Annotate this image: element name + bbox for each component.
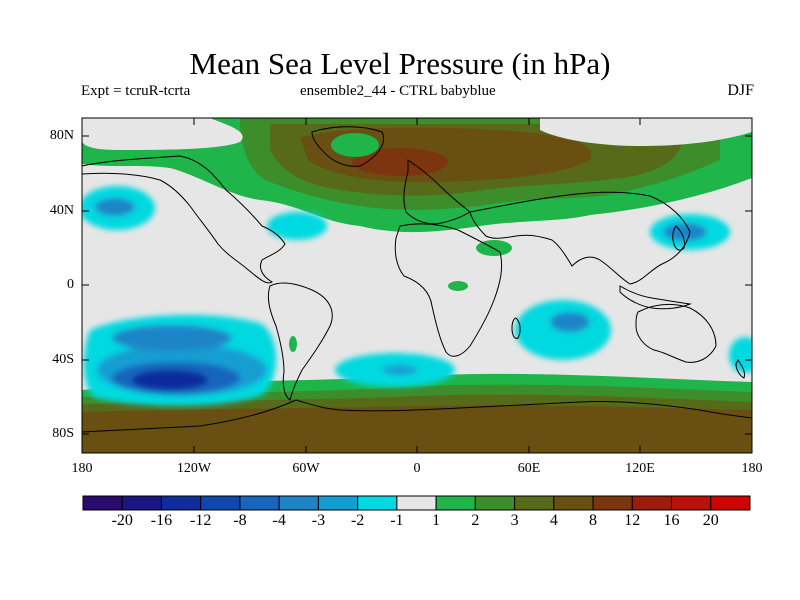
colorbar-swatch: [82, 495, 123, 511]
equatorial-atlantic-patch: [448, 281, 468, 291]
lon-label-180w: 180: [71, 461, 93, 476]
map-title: Mean Sea Level Pressure (in hPa): [189, 46, 611, 81]
greenland-coast: [311, 126, 384, 167]
colorbar-swatch: [514, 495, 555, 511]
colorbar-label: -12: [190, 512, 212, 529]
lon-label-120w: 120W: [176, 461, 212, 476]
south-america-coast: [267, 282, 333, 401]
south-pacific-low-5: [132, 370, 208, 390]
ensemble-label: ensemble2_44 - CTRL babyblue: [300, 83, 496, 99]
experiment-label: Expt = tcruR-tcrta: [81, 83, 191, 99]
antarctic-core: [82, 405, 752, 453]
colorbar-swatch: [631, 495, 673, 511]
lat-ticks: [82, 135, 752, 435]
colorbar-label: 20: [702, 512, 719, 529]
colorbar-swatch: [592, 495, 633, 511]
lat-label-80s: 80S: [52, 426, 74, 441]
madagascar-coast: [511, 317, 521, 339]
arctic-gap-east: [540, 118, 752, 146]
colorbar-label: -16: [150, 512, 173, 529]
north-pacific-low-inner: [95, 198, 135, 216]
colorbar-label: -20: [111, 512, 133, 529]
new-zealand-coast: [735, 359, 745, 379]
colorbar-label: 16: [663, 512, 680, 529]
lat-label-eq: 0: [67, 277, 74, 292]
indonesia-coast: [619, 285, 692, 310]
colorbar-label: 2: [471, 512, 480, 529]
sw-pacific-low: [729, 337, 752, 373]
lon-label-60e: 60E: [517, 461, 541, 476]
colorbar-swatch: [278, 495, 319, 511]
colorbar-label: 1: [432, 512, 441, 529]
colorbar: [82, 495, 751, 511]
greenland-gap: [331, 133, 379, 157]
north-america-coast: [82, 155, 286, 284]
colorbar-swatch: [239, 495, 280, 511]
colorbar-label: 4: [549, 512, 558, 529]
colorbar-swatch: [121, 495, 162, 511]
north-pacific-patch: [85, 279, 155, 291]
colorbar-label: -1: [390, 512, 404, 529]
colorbar-swatch: [553, 495, 594, 511]
lon-label-0: 0: [413, 461, 421, 476]
coastlines: [82, 126, 752, 433]
season-label: DJF: [727, 82, 754, 99]
lon-label-120e: 120E: [625, 461, 655, 476]
lon-label-60w: 60W: [292, 461, 320, 476]
north-atlantic-gap: [82, 118, 243, 150]
lon-ticks: [193, 118, 641, 453]
colorbar-label: 3: [510, 512, 519, 529]
colorbar-label: 8: [589, 512, 598, 529]
colorbar-label: -4: [272, 512, 286, 529]
colorbar-label: -3: [311, 512, 326, 529]
colorbar-swatch: [160, 495, 202, 511]
north-atlantic-low: [267, 212, 327, 240]
nw-pacific-low-inner: [663, 223, 707, 241]
colorbar-label: 12: [624, 512, 641, 529]
lat-label-40s: 40S: [52, 352, 74, 367]
lon-label-180e: 180: [741, 461, 763, 476]
colorbar-swatch: [435, 495, 476, 511]
colorbar-swatch: [474, 495, 516, 511]
australia-coast: [635, 304, 717, 363]
lat-label-80n: 80N: [49, 128, 74, 143]
europe-coast: [403, 159, 471, 225]
asia-coast: [469, 191, 691, 285]
colorbar-label: -8: [233, 512, 247, 529]
colorbar-swatch: [357, 495, 398, 511]
south-atlantic-low-inner: [382, 365, 418, 375]
japan-coast: [672, 225, 685, 251]
colorbar-swatch: [200, 495, 241, 511]
antarctica-coast: [82, 399, 752, 433]
colorbar-swatch: [317, 495, 359, 511]
colorbar-swatch: [396, 495, 437, 511]
south-america-patch: [289, 336, 297, 352]
lat-label-40n: 40N: [49, 203, 74, 218]
colorbar-swatch: [710, 495, 751, 511]
colorbar-label: -2: [350, 512, 365, 529]
south-pacific-low-3: [112, 325, 232, 351]
africa-coast: [394, 223, 503, 357]
south-indian-low-inner: [550, 312, 590, 332]
colorbar-swatch: [671, 495, 712, 511]
